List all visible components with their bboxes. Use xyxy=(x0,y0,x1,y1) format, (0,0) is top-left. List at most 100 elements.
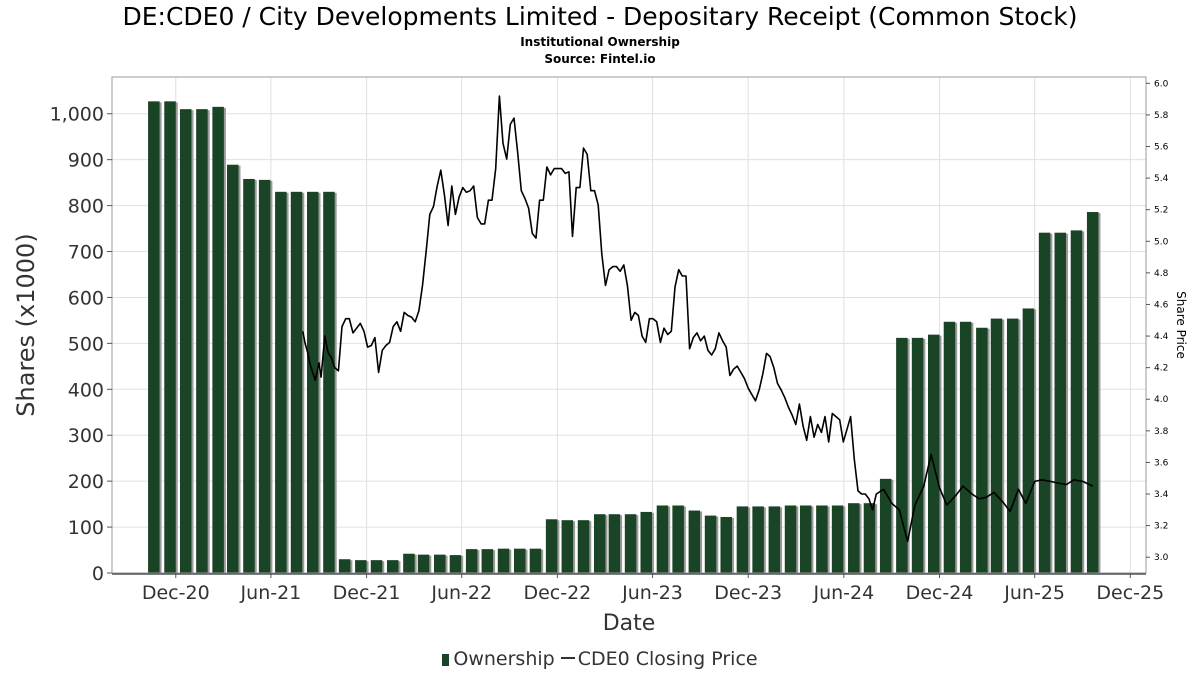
ownership-bar xyxy=(148,101,160,573)
ownership-bar xyxy=(275,191,287,573)
legend-price-swatch xyxy=(560,657,575,659)
ownership-bar xyxy=(164,101,176,573)
price-line xyxy=(302,95,1094,543)
y-axis-label: Shares (x1000) xyxy=(12,233,40,416)
price-series-line xyxy=(302,95,1094,543)
x-tick-label: Jun-25 xyxy=(1003,582,1065,604)
y2-tick-label: 3.4 xyxy=(1154,490,1169,500)
ownership-bar xyxy=(704,515,717,573)
plot-frame xyxy=(111,76,1147,574)
ownership-bar xyxy=(593,514,606,573)
ownership-bars xyxy=(148,101,1101,574)
ownership-bar xyxy=(752,506,764,573)
ownership-bar xyxy=(417,554,430,573)
ownership-bar xyxy=(640,511,653,573)
ownership-bar xyxy=(1086,212,1099,573)
ownership-bar xyxy=(688,510,701,573)
y2-tick-label: 4.6 xyxy=(1154,300,1169,310)
ownership-bar xyxy=(896,337,908,573)
ownership-bar xyxy=(720,516,732,573)
y2-tick-label: 5.4 xyxy=(1154,174,1169,184)
y2-tick-label: 3.0 xyxy=(1154,553,1169,563)
ownership-bar xyxy=(323,191,335,573)
ownership-bar xyxy=(1006,318,1019,573)
y2-tick-label: 3.8 xyxy=(1154,427,1169,437)
y2-tick-label: 5.2 xyxy=(1154,206,1168,216)
ownership-bar xyxy=(1022,308,1035,573)
y2-tick-label: 4.4 xyxy=(1154,332,1169,342)
ownership-bar xyxy=(212,106,224,573)
y-tick-label: 200 xyxy=(68,471,104,493)
ownership-bar xyxy=(258,179,271,573)
y2-tick-label: 4.0 xyxy=(1154,395,1169,405)
ownership-bar xyxy=(608,514,621,573)
ownership-bar xyxy=(672,505,684,573)
ownership-bar xyxy=(911,337,924,573)
ownership-bar xyxy=(943,321,956,573)
ownership-bar xyxy=(243,178,255,573)
ownership-bar xyxy=(990,318,1003,573)
ownership-bar xyxy=(1054,232,1067,573)
ownership-bar xyxy=(1070,230,1083,574)
chart-source: Source: Fintel.io xyxy=(544,52,656,66)
chart-title: DE:CDE0 / City Developments Limited - De… xyxy=(122,2,1078,31)
y2-tick-label: 5.6 xyxy=(1154,143,1169,153)
legend-ownership-label: Ownership xyxy=(453,648,555,670)
x-tick-label: Dec-25 xyxy=(1096,582,1164,604)
ownership-bar xyxy=(799,505,812,573)
ownership-bar xyxy=(928,334,940,573)
x-tick-label: Dec-20 xyxy=(142,582,210,604)
x-tick-label: Dec-21 xyxy=(333,582,401,604)
ownership-bar xyxy=(561,520,574,573)
ownership-bar xyxy=(816,505,828,573)
axes: 0 100 200 300 400 500 600 700 800 900 1,000 3.0 3.2 3… xyxy=(50,76,1169,604)
x-tick-label: Jun-22 xyxy=(430,582,492,604)
ownership-bar xyxy=(513,548,526,573)
ownership-bar xyxy=(306,191,319,573)
ownership-bar xyxy=(784,505,797,573)
x-axis-label: Date xyxy=(603,611,656,636)
y2-tick-label: 3.6 xyxy=(1154,458,1169,468)
ownership-bar xyxy=(403,553,415,573)
ownership-bar xyxy=(449,555,462,573)
y-tick-label: 500 xyxy=(68,333,104,355)
y2-tick-label: 4.2 xyxy=(1154,364,1168,374)
y-tick-label: 800 xyxy=(68,196,104,218)
y2-tick-label: 5.0 xyxy=(1154,237,1169,247)
legend-price-label: CDE0 Closing Price xyxy=(577,648,758,670)
ownership-bar xyxy=(290,191,303,573)
ownership-bar xyxy=(481,549,494,573)
y-tick-label: 100 xyxy=(68,517,104,539)
ownership-bar xyxy=(831,505,844,573)
ownership-bar xyxy=(736,506,749,573)
ownership-bar xyxy=(1038,232,1051,573)
x-tick-label: Jun-21 xyxy=(240,582,302,604)
ownership-bar xyxy=(529,548,542,573)
y-tick-label: 400 xyxy=(68,379,104,401)
y2-tick-label: 6.0 xyxy=(1154,79,1169,89)
ownership-bar xyxy=(465,549,478,573)
ownership-bar xyxy=(386,560,399,573)
ownership-bar xyxy=(976,327,988,573)
y2-tick-label: 5.8 xyxy=(1154,111,1169,121)
y-tick-label: 300 xyxy=(68,425,104,447)
x-tick-label: Jun-23 xyxy=(621,582,683,604)
ownership-bar xyxy=(179,109,192,574)
y-tick-label: 700 xyxy=(68,242,104,264)
x-tick-label: Dec-24 xyxy=(906,582,974,604)
y-tick-label: 900 xyxy=(68,150,104,172)
y2-axis-label: Share Price xyxy=(1174,291,1188,359)
ownership-bar xyxy=(624,514,637,573)
ownership-bar xyxy=(370,560,383,573)
legend: Ownership CDE0 Closing Price xyxy=(0,648,1200,670)
ownership-bar xyxy=(434,554,446,573)
chart-subtitle: Institutional Ownership xyxy=(520,35,680,49)
ownership-bar xyxy=(768,506,781,573)
ownership-bar xyxy=(577,520,590,573)
y-tick-label: 600 xyxy=(68,287,104,309)
ownership-bar xyxy=(338,559,351,573)
ownership-bar xyxy=(863,503,876,573)
y2-tick-label: 4.8 xyxy=(1154,269,1169,279)
ownership-bar xyxy=(848,503,860,573)
x-tick-label: Jun-24 xyxy=(812,582,874,604)
